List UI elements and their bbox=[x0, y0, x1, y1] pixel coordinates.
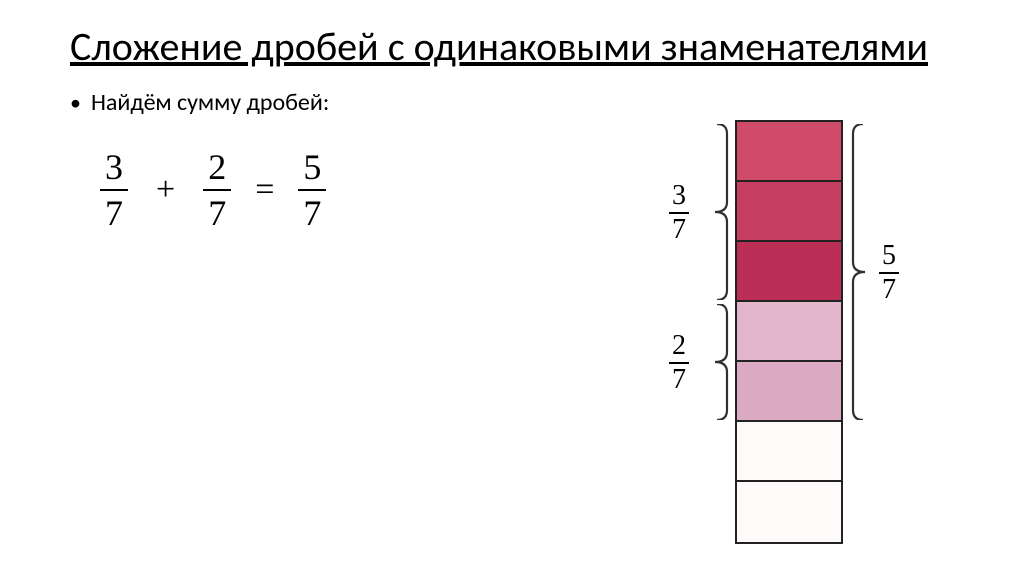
fraction-cell bbox=[737, 422, 841, 482]
brace-label-right: 57 bbox=[879, 242, 899, 304]
bullet-row: • Найдём сумму дробей: bbox=[70, 88, 954, 117]
page-title: Сложение дробей с одинаковыми знаменател… bbox=[70, 24, 954, 70]
fraction-bar bbox=[735, 120, 843, 544]
fraction-c-den: 7 bbox=[298, 189, 326, 231]
fraction-a-den: 7 bbox=[100, 189, 128, 231]
operator-equals: = bbox=[255, 171, 274, 209]
fraction-a: 3 7 bbox=[100, 149, 128, 231]
bullet-text: Найдём сумму дробей: bbox=[91, 88, 329, 117]
slide: Сложение дробей с одинаковыми знаменател… bbox=[0, 0, 1024, 574]
fraction-cell bbox=[737, 302, 841, 362]
brace-icon bbox=[849, 124, 871, 420]
fraction-cell bbox=[737, 182, 841, 242]
fraction-cell bbox=[737, 362, 841, 422]
fraction-cell bbox=[737, 122, 841, 182]
operator-plus: + bbox=[156, 171, 175, 209]
fraction-cell bbox=[737, 482, 841, 542]
brace-label-left: 27 bbox=[669, 332, 689, 394]
fraction-b-num: 2 bbox=[208, 149, 226, 189]
fraction-c-num: 5 bbox=[303, 149, 321, 189]
fraction-b: 2 7 bbox=[203, 149, 231, 231]
fraction-c: 5 7 bbox=[298, 149, 326, 231]
fraction-b-den: 7 bbox=[203, 189, 231, 231]
brace-icon bbox=[709, 304, 731, 420]
fraction-bar-diagram: 37 27 57 bbox=[560, 120, 980, 570]
bullet-dot: • bbox=[70, 92, 81, 114]
fraction-a-num: 3 bbox=[105, 149, 123, 189]
fraction-cell bbox=[737, 242, 841, 302]
brace-icon bbox=[709, 124, 731, 300]
brace-label-left: 37 bbox=[669, 182, 689, 244]
